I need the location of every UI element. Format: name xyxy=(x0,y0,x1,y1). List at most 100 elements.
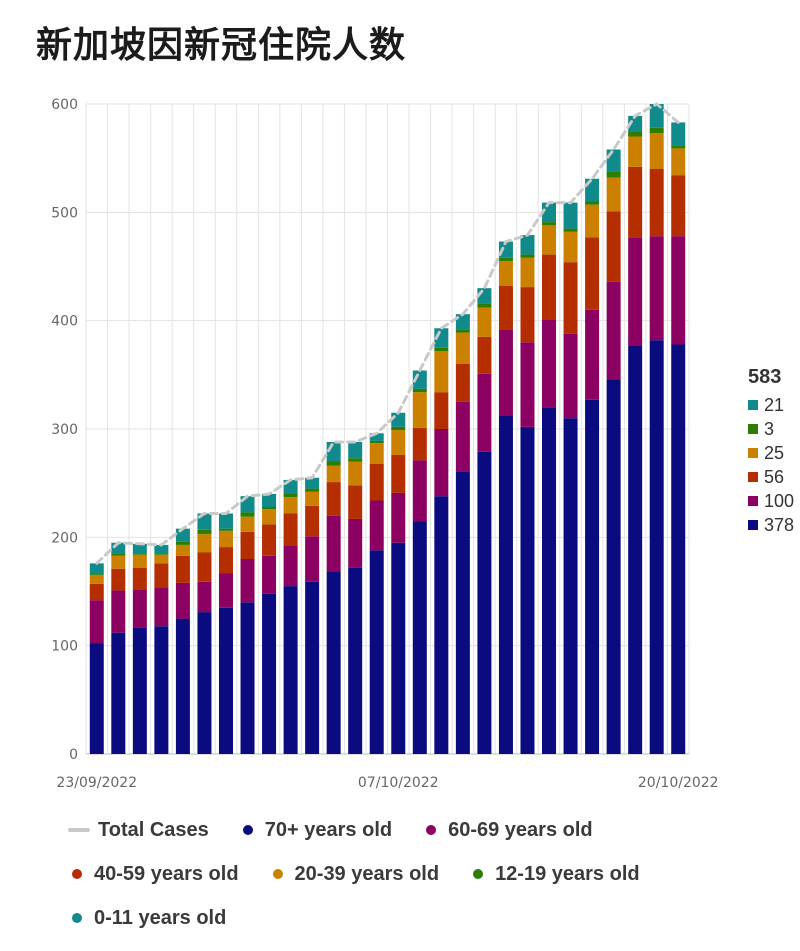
swatch-70plus xyxy=(748,520,758,530)
bar-segment xyxy=(283,513,298,546)
side-legend: 583 21 3 25 56 100 378 xyxy=(748,366,794,537)
bar-segment xyxy=(175,544,190,556)
bar-segment xyxy=(154,554,169,564)
bar-segment xyxy=(606,177,621,212)
bar-segment xyxy=(111,555,126,569)
bar-segment xyxy=(391,412,406,427)
legend-item-total-cases[interactable]: Total Cases xyxy=(68,819,209,842)
bar-segment xyxy=(218,573,233,608)
side-legend-value: 56 xyxy=(764,466,785,487)
bar-segment xyxy=(89,574,104,576)
bar-segment xyxy=(606,149,621,172)
swatch-40-59 xyxy=(748,472,758,482)
dot-icon xyxy=(72,869,82,879)
bar-segment xyxy=(197,552,212,582)
side-legend-value: 21 xyxy=(764,394,785,415)
bar-segment xyxy=(305,581,320,754)
bar-segment xyxy=(542,407,557,754)
legend-item-60-69[interactable]: 60-69 years old xyxy=(422,819,593,842)
legend-label: 70+ years old xyxy=(264,818,393,841)
bar-segment xyxy=(369,433,384,441)
bar-segment xyxy=(89,600,104,644)
bar-segment xyxy=(498,261,513,286)
bar-segment xyxy=(542,225,557,255)
bar-segment xyxy=(649,236,664,341)
bar-segment xyxy=(412,427,427,461)
bar-segment xyxy=(585,399,600,754)
dashed-line-icon xyxy=(68,828,90,832)
side-legend-item-40-59: 56 xyxy=(748,465,794,489)
side-legend-item-20-39: 25 xyxy=(748,441,794,465)
bar-segment xyxy=(412,460,427,522)
bar-segment xyxy=(542,319,557,408)
total-cases-line xyxy=(95,102,680,565)
bar-segment xyxy=(262,494,277,507)
x-tick-label: 23/09/2022 xyxy=(56,775,137,791)
swatch-20-39 xyxy=(748,448,758,458)
legend-item-12-19[interactable]: 12-19 years old xyxy=(469,863,640,886)
bar-segment xyxy=(348,461,363,486)
bar-segment xyxy=(585,309,600,400)
bar-segment xyxy=(520,342,535,427)
legend-item-40-59[interactable]: 40-59 years old xyxy=(68,863,239,886)
side-legend-item-70plus: 378 xyxy=(748,513,794,537)
bar-segment xyxy=(154,563,169,588)
bar-segment xyxy=(326,572,341,754)
bar-segment xyxy=(197,612,212,754)
bar-segment xyxy=(305,488,320,492)
legend-item-0-11[interactable]: 0-11 years old xyxy=(68,907,226,930)
legend-label: 12-19 years old xyxy=(495,862,640,885)
bar-segment xyxy=(671,175,686,237)
bar-segment xyxy=(477,451,492,754)
legend-item-20-39[interactable]: 20-39 years old xyxy=(269,862,440,886)
bar-segment xyxy=(434,347,449,351)
bar-segment xyxy=(671,122,686,146)
bar-segment xyxy=(326,482,341,516)
bar-segment xyxy=(369,440,384,444)
bar-segment xyxy=(391,455,406,493)
bar-segment xyxy=(197,529,212,535)
bar-segment xyxy=(585,204,600,238)
bar-segment xyxy=(154,544,169,554)
bar-segment xyxy=(89,563,104,575)
legend-label: 0-11 years old xyxy=(94,906,227,929)
bar-segment xyxy=(326,461,341,466)
bar-segment xyxy=(434,351,449,393)
bar-segment xyxy=(111,568,126,591)
legend-label: 20-39 years old xyxy=(294,862,440,885)
bar-segment xyxy=(520,254,535,258)
bar-segment xyxy=(455,329,470,333)
side-legend-item-12-19: 3 xyxy=(748,417,794,441)
bar-segment xyxy=(563,262,578,334)
bar-segment xyxy=(218,547,233,574)
bar-segment xyxy=(628,136,643,167)
bar-segment xyxy=(283,494,298,498)
bar-segment xyxy=(455,401,470,472)
bar-segment xyxy=(498,329,513,416)
bar-segment xyxy=(132,627,147,754)
bar-segment xyxy=(262,509,277,525)
bar-segment xyxy=(628,131,643,137)
bar-segment xyxy=(649,133,664,169)
swatch-12-19 xyxy=(748,424,758,434)
y-tick-label: 400 xyxy=(51,314,78,330)
bar-segment xyxy=(585,237,600,310)
legend-item-70plus[interactable]: 70+ years old xyxy=(239,819,392,842)
bar-segment xyxy=(262,593,277,754)
y-tick-label: 200 xyxy=(51,530,78,546)
bar-segment xyxy=(542,254,557,320)
bar-segment xyxy=(89,575,104,584)
bar-segment xyxy=(434,429,449,497)
bar-segment xyxy=(369,500,384,551)
swatch-0-11 xyxy=(748,400,758,410)
bar-segment xyxy=(305,491,320,506)
bar-segment xyxy=(628,115,643,132)
bar-segment xyxy=(585,201,600,205)
bar-segment xyxy=(498,241,513,258)
bar-segment xyxy=(563,333,578,419)
dot-icon xyxy=(242,825,253,835)
side-legend-total: 583 xyxy=(748,366,782,388)
side-legend-value: 378 xyxy=(764,514,795,535)
bar-segment xyxy=(89,643,104,754)
bar-segment xyxy=(391,430,406,455)
